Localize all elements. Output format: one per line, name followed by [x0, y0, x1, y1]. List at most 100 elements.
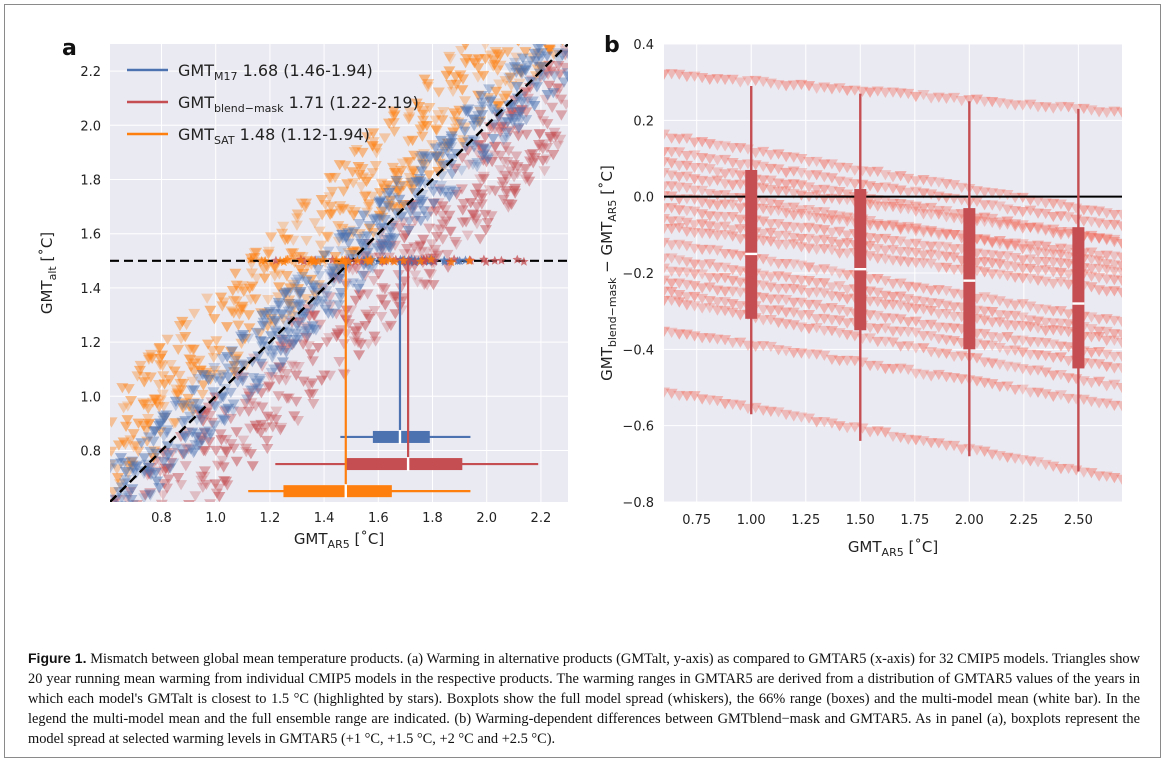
model-marker — [887, 235, 899, 247]
model-marker — [902, 221, 915, 233]
model-marker — [925, 438, 938, 449]
model-marker — [917, 331, 930, 342]
model-marker — [734, 203, 747, 214]
series-marker — [126, 505, 138, 515]
series-marker — [144, 446, 157, 458]
model-marker — [1093, 250, 1106, 262]
series-marker — [521, 172, 534, 183]
model-marker — [833, 176, 846, 187]
series-marker — [422, 79, 435, 90]
series-marker — [247, 373, 260, 384]
series-marker — [193, 440, 206, 452]
series-marker — [127, 463, 140, 474]
series-marker — [480, 145, 493, 156]
series-marker — [199, 446, 212, 457]
series-marker — [182, 393, 195, 405]
model-marker — [1100, 274, 1113, 285]
series-marker — [386, 162, 399, 174]
series-marker — [369, 161, 382, 172]
model-marker — [879, 245, 892, 256]
model-marker — [1108, 275, 1121, 286]
series-marker — [307, 310, 320, 321]
series-marker — [250, 247, 263, 258]
series-marker — [323, 292, 336, 303]
series-marker — [436, 115, 449, 126]
model-marker — [1024, 337, 1037, 348]
series-marker — [250, 273, 263, 284]
series-marker — [331, 329, 344, 340]
series-marker — [114, 479, 127, 490]
series-marker — [377, 240, 390, 251]
model-marker — [825, 266, 838, 277]
model-marker — [1116, 401, 1122, 412]
series-marker — [335, 246, 348, 257]
model-marker — [818, 184, 831, 195]
series-marker — [461, 44, 470, 51]
model-marker — [1001, 361, 1014, 372]
series-marker — [113, 587, 125, 597]
y-tick-label: 0.2 — [633, 114, 654, 129]
series-marker — [403, 157, 416, 168]
model-marker — [909, 316, 922, 327]
model-marker — [825, 159, 838, 170]
series-marker — [172, 344, 185, 356]
series-marker — [319, 304, 332, 316]
series-marker — [130, 461, 143, 473]
model-marker — [795, 260, 808, 271]
model-marker — [664, 213, 670, 225]
series-marker — [533, 0, 545, 2]
model-marker — [1032, 316, 1045, 327]
series-marker — [391, 186, 404, 197]
series-marker — [188, 446, 201, 457]
model-marker — [803, 413, 816, 424]
model-marker — [986, 213, 999, 225]
series-marker — [198, 466, 211, 477]
series-marker — [383, 118, 396, 129]
series-marker — [403, 216, 416, 227]
series-marker — [156, 361, 169, 372]
series-marker — [530, 82, 543, 93]
series-marker — [355, 182, 368, 193]
x-tick-label: 2.2 — [531, 511, 552, 526]
series-marker — [556, 26, 568, 36]
series-marker — [315, 299, 328, 310]
model-marker — [772, 149, 785, 160]
model-marker — [986, 97, 999, 108]
series-marker — [477, 21, 489, 31]
series-marker — [503, 101, 516, 112]
model-marker — [1016, 364, 1029, 375]
model-marker — [1032, 323, 1045, 334]
series-marker — [388, 126, 401, 138]
series-marker — [500, 133, 513, 144]
series-marker — [211, 460, 224, 471]
series-marker — [357, 210, 370, 221]
series-marker — [367, 275, 380, 287]
series-marker — [515, 104, 528, 115]
model-marker — [932, 230, 945, 241]
model-marker — [825, 210, 838, 221]
model-line-markers — [664, 69, 1122, 118]
series-marker — [549, 0, 561, 5]
model-marker — [871, 310, 884, 322]
series-marker — [532, 139, 545, 151]
series-marker — [489, 46, 502, 58]
series-marker — [241, 394, 254, 405]
model-marker — [664, 326, 670, 337]
series-marker — [125, 395, 138, 407]
model-marker — [940, 309, 953, 320]
model-marker — [986, 358, 999, 369]
series-marker — [520, 86, 533, 98]
model-marker — [787, 210, 800, 221]
series-marker — [377, 205, 390, 216]
series-marker — [497, 29, 509, 39]
series-marker — [474, 234, 487, 245]
series-marker — [553, 70, 566, 81]
series-marker — [186, 427, 199, 438]
series-marker — [144, 490, 157, 501]
model-marker — [864, 310, 877, 321]
series-marker — [474, 27, 486, 37]
model-marker — [1001, 270, 1014, 282]
series-marker — [275, 366, 288, 377]
model-marker — [1116, 267, 1122, 279]
model-marker — [1039, 317, 1052, 328]
